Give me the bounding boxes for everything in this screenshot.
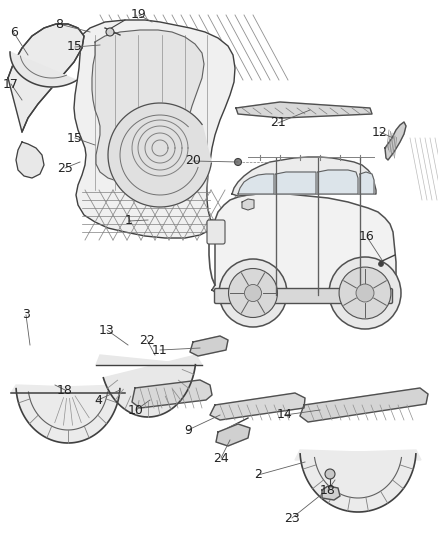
Polygon shape xyxy=(132,380,212,408)
Text: 12: 12 xyxy=(372,125,388,139)
Circle shape xyxy=(356,284,374,302)
Text: 4: 4 xyxy=(94,393,102,407)
Polygon shape xyxy=(276,172,316,194)
Text: 17: 17 xyxy=(3,77,19,91)
Polygon shape xyxy=(322,486,340,500)
Text: 20: 20 xyxy=(185,155,201,167)
Polygon shape xyxy=(300,388,428,422)
Circle shape xyxy=(219,259,287,327)
Circle shape xyxy=(378,262,384,266)
Polygon shape xyxy=(385,122,406,160)
Polygon shape xyxy=(108,103,212,207)
Polygon shape xyxy=(8,24,84,132)
Circle shape xyxy=(325,469,335,479)
Text: 9: 9 xyxy=(184,424,192,437)
Text: 18: 18 xyxy=(57,384,73,397)
Text: 8: 8 xyxy=(55,18,63,30)
Polygon shape xyxy=(10,52,77,87)
Circle shape xyxy=(106,28,114,36)
Circle shape xyxy=(339,267,391,319)
Polygon shape xyxy=(210,393,305,420)
Text: 13: 13 xyxy=(99,324,115,336)
Polygon shape xyxy=(236,102,372,118)
Text: 22: 22 xyxy=(139,334,155,346)
Polygon shape xyxy=(190,336,228,356)
Polygon shape xyxy=(96,355,202,417)
Polygon shape xyxy=(216,424,250,446)
Circle shape xyxy=(244,285,261,302)
Text: 3: 3 xyxy=(22,309,30,321)
Polygon shape xyxy=(232,157,376,196)
Polygon shape xyxy=(318,170,358,194)
Circle shape xyxy=(329,257,401,329)
Text: 6: 6 xyxy=(10,27,18,39)
Text: 10: 10 xyxy=(128,403,144,416)
Polygon shape xyxy=(360,172,374,194)
Polygon shape xyxy=(295,450,421,512)
Polygon shape xyxy=(242,199,254,210)
Circle shape xyxy=(229,269,278,318)
Text: 25: 25 xyxy=(57,161,73,174)
Polygon shape xyxy=(11,385,125,443)
Polygon shape xyxy=(74,20,235,238)
Text: 19: 19 xyxy=(131,9,147,21)
Text: 2: 2 xyxy=(254,469,262,481)
Text: 16: 16 xyxy=(359,230,375,244)
Text: 21: 21 xyxy=(270,117,286,130)
Polygon shape xyxy=(92,30,204,190)
Text: 1: 1 xyxy=(125,214,133,228)
Text: 11: 11 xyxy=(152,343,168,357)
Text: 15: 15 xyxy=(67,132,83,144)
Polygon shape xyxy=(16,142,44,178)
Polygon shape xyxy=(212,194,396,300)
Polygon shape xyxy=(238,174,274,194)
FancyBboxPatch shape xyxy=(207,220,225,244)
Text: 23: 23 xyxy=(284,512,300,524)
Text: 14: 14 xyxy=(277,408,293,422)
Circle shape xyxy=(234,158,241,166)
Text: 24: 24 xyxy=(213,451,229,464)
Text: 18: 18 xyxy=(320,483,336,497)
FancyBboxPatch shape xyxy=(215,288,392,303)
Text: 15: 15 xyxy=(67,41,83,53)
